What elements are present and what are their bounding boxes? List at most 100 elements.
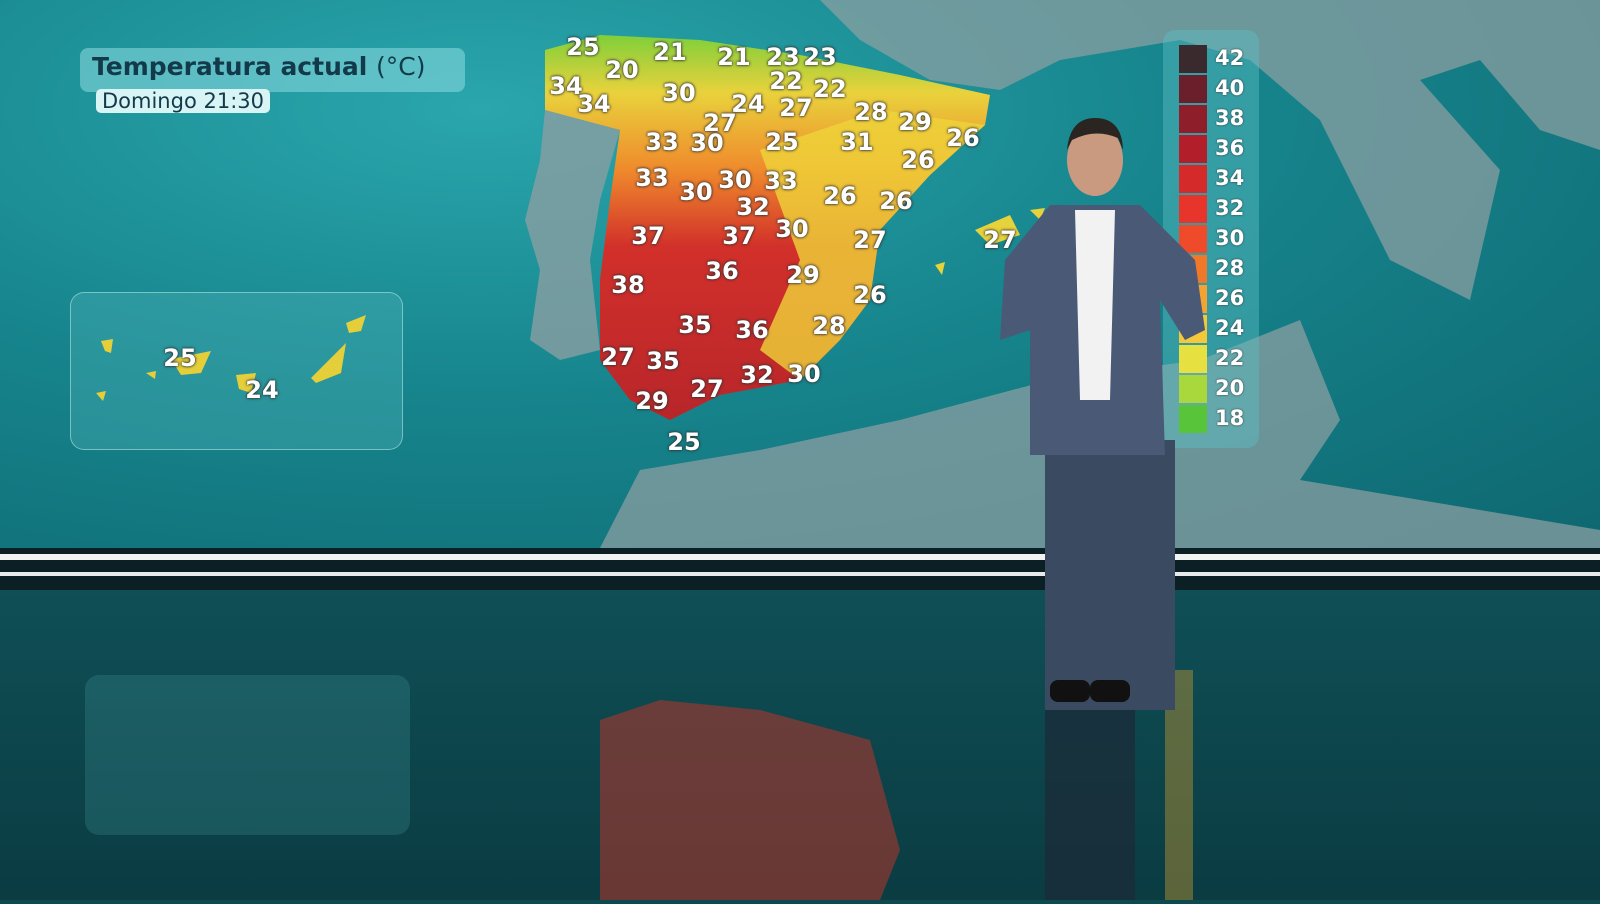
temp-label: 29 <box>898 108 932 136</box>
temp-label: 30 <box>787 360 821 388</box>
title-unit: (°C) <box>376 52 426 81</box>
legend-value: 34 <box>1215 166 1245 190</box>
temp-label: 23 <box>803 43 837 71</box>
temp-label: 29 <box>786 261 820 289</box>
temp-label: 30 <box>690 129 724 157</box>
legend-item: 18 <box>1179 404 1251 434</box>
presenter-shirt <box>1075 210 1115 400</box>
legend-item: 20 <box>1179 374 1251 404</box>
title-text: Temperatura actual <box>92 52 368 81</box>
temp-label: 27 <box>779 94 813 122</box>
legend-item: 22 <box>1179 344 1251 374</box>
temp-label: 24 <box>245 376 279 404</box>
title-box <box>80 48 465 92</box>
temp-label: 35 <box>646 347 680 375</box>
temp-label: 21 <box>717 43 751 71</box>
legend-value: 32 <box>1215 196 1245 220</box>
temp-label: 21 <box>653 38 687 66</box>
canary-islands-inset: 25 24 <box>70 292 403 450</box>
temp-label: 32 <box>740 361 774 389</box>
legend-swatch <box>1179 75 1207 103</box>
legend-value: 24 <box>1215 316 1245 340</box>
temp-label: 31 <box>840 128 874 156</box>
legend-value: 36 <box>1215 136 1245 160</box>
legend-swatch <box>1179 135 1207 163</box>
temp-label: 30 <box>775 215 809 243</box>
land-france-italy <box>820 0 1600 300</box>
temp-label: 30 <box>662 79 696 107</box>
legend-value: 26 <box>1215 286 1245 310</box>
temp-label: 20 <box>605 56 639 84</box>
legend-swatch <box>1179 405 1207 433</box>
map-reflection <box>85 670 1193 900</box>
reflective-floor <box>0 590 1600 900</box>
light-stripe <box>0 554 1600 560</box>
legend-swatch <box>1179 105 1207 133</box>
legend-item: 40 <box>1179 74 1251 104</box>
legend-item: 30 <box>1179 224 1251 254</box>
legend-value: 40 <box>1215 76 1245 100</box>
temp-label: 24 <box>731 90 765 118</box>
temp-label: 30 <box>679 178 713 206</box>
overlay-subtitle: Domingo 21:30 <box>96 89 270 113</box>
legend-value: 28 <box>1215 256 1245 280</box>
temp-label: 34 <box>577 90 611 118</box>
temp-label: 33 <box>645 128 679 156</box>
legend-item: 42 <box>1179 44 1251 74</box>
legend-swatch <box>1179 165 1207 193</box>
temp-label: 23 <box>766 43 800 71</box>
temp-label: 37 <box>631 222 665 250</box>
temp-label: 26 <box>946 124 980 152</box>
light-stripe <box>0 572 1600 576</box>
land-spain-east-yellow <box>760 110 985 380</box>
temp-label: 38 <box>611 271 645 299</box>
temp-label: 26 <box>879 187 913 215</box>
temp-label: 25 <box>566 33 600 61</box>
overlay-title: Temperatura actual (°C) <box>92 52 426 81</box>
legend-item: 36 <box>1179 134 1251 164</box>
temp-label: 30 <box>718 166 752 194</box>
legend-item: 38 <box>1179 104 1251 134</box>
temp-label: 36 <box>705 257 739 285</box>
legend-value: 18 <box>1215 406 1245 430</box>
temp-label: 27 <box>853 226 887 254</box>
presenter-shoe <box>1050 680 1090 702</box>
temp-label: 37 <box>722 222 756 250</box>
legend-swatch <box>1179 225 1207 253</box>
legend-swatch <box>1179 45 1207 73</box>
temp-label: 27 <box>601 343 635 371</box>
legend-swatch <box>1179 345 1207 373</box>
temp-label: 35 <box>678 311 712 339</box>
legend-value: 42 <box>1215 46 1245 70</box>
temp-label: 33 <box>764 167 798 195</box>
temp-label: 22 <box>813 75 847 103</box>
legend-value: 22 <box>1215 346 1245 370</box>
temp-label: 25 <box>163 344 197 372</box>
temp-label: 27 <box>703 109 737 137</box>
presenter-legs <box>1045 440 1175 710</box>
legend-swatch <box>1179 195 1207 223</box>
temp-label: 33 <box>635 164 669 192</box>
temp-label: 28 <box>854 98 888 126</box>
temp-label: 26 <box>853 281 887 309</box>
legend-item: 34 <box>1179 164 1251 194</box>
legend-value: 20 <box>1215 376 1245 400</box>
legend-value: 30 <box>1215 226 1245 250</box>
temp-label: 32 <box>736 193 770 221</box>
temp-label: 28 <box>812 312 846 340</box>
temp-label: 26 <box>901 146 935 174</box>
temp-label-balearic: 27 <box>983 226 1017 254</box>
presenter-reflection <box>1045 710 1135 900</box>
balearic-islands <box>935 208 1045 275</box>
temp-label: 26 <box>823 182 857 210</box>
temp-label: 22 <box>769 67 803 95</box>
land-portugal <box>525 110 620 360</box>
temp-label: 29 <box>635 387 669 415</box>
presenter-shoe <box>1090 680 1130 702</box>
legend-value: 38 <box>1215 106 1245 130</box>
temp-label: 25 <box>667 428 701 456</box>
legend-item: 32 <box>1179 194 1251 224</box>
presenter-hair <box>1067 118 1123 150</box>
temp-label: 25 <box>765 128 799 156</box>
